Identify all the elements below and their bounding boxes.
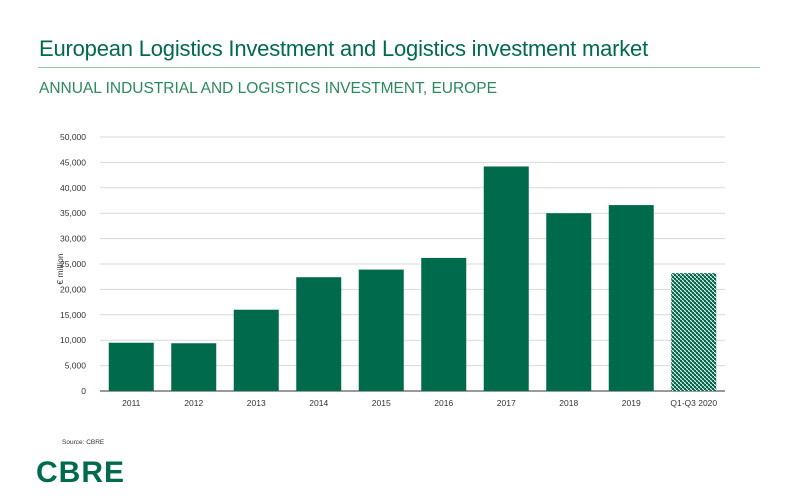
y-tick-label: 20,000 [60,284,86,294]
bar-2012 [171,343,217,391]
y-tick-label: 5,000 [65,361,87,371]
page-title: European Logistics Investment and Logist… [39,36,648,61]
bar-2014 [296,277,342,391]
y-tick-label: 15,000 [60,310,86,320]
y-tick-label: 40,000 [60,183,86,193]
y-tick-label: 45,000 [60,157,86,167]
title-divider [38,67,760,68]
x-tick-label: 2016 [434,398,453,408]
bar-2017 [483,166,529,391]
x-tick-label: 2018 [559,398,578,408]
source-note: Source: CBRE [62,439,105,446]
x-tick-label: 2014 [309,398,328,408]
x-tick-label: Q1-Q3 2020 [670,398,717,408]
bar-2019 [608,205,654,391]
y-tick-label: 50,000 [60,132,86,142]
y-tick-label: 10,000 [60,335,86,345]
bar-2018 [546,213,592,391]
y-tick-label: 25,000 [60,259,86,269]
x-tick-label: 2017 [497,398,516,408]
x-tick-label: 2015 [372,398,391,408]
bar-2016 [421,257,467,391]
y-tick-label: 35,000 [60,208,86,218]
chart-subtitle: ANNUAL INDUSTRIAL AND LOGISTICS INVESTME… [39,80,497,97]
bar-2015 [358,269,404,391]
bar-2013 [233,309,279,391]
y-tick-label: 0 [81,386,86,396]
y-axis-label: € million [55,253,65,284]
y-tick-label: 30,000 [60,234,86,244]
bar-2011 [108,342,154,391]
cbre-logo: CBRE [36,456,126,489]
x-tick-label: 2011 [122,398,141,408]
bar-q1-q3-2020 [671,273,717,391]
x-tick-label: 2019 [622,398,641,408]
x-tick-label: 2012 [184,398,203,408]
x-tick-label: 2013 [247,398,266,408]
